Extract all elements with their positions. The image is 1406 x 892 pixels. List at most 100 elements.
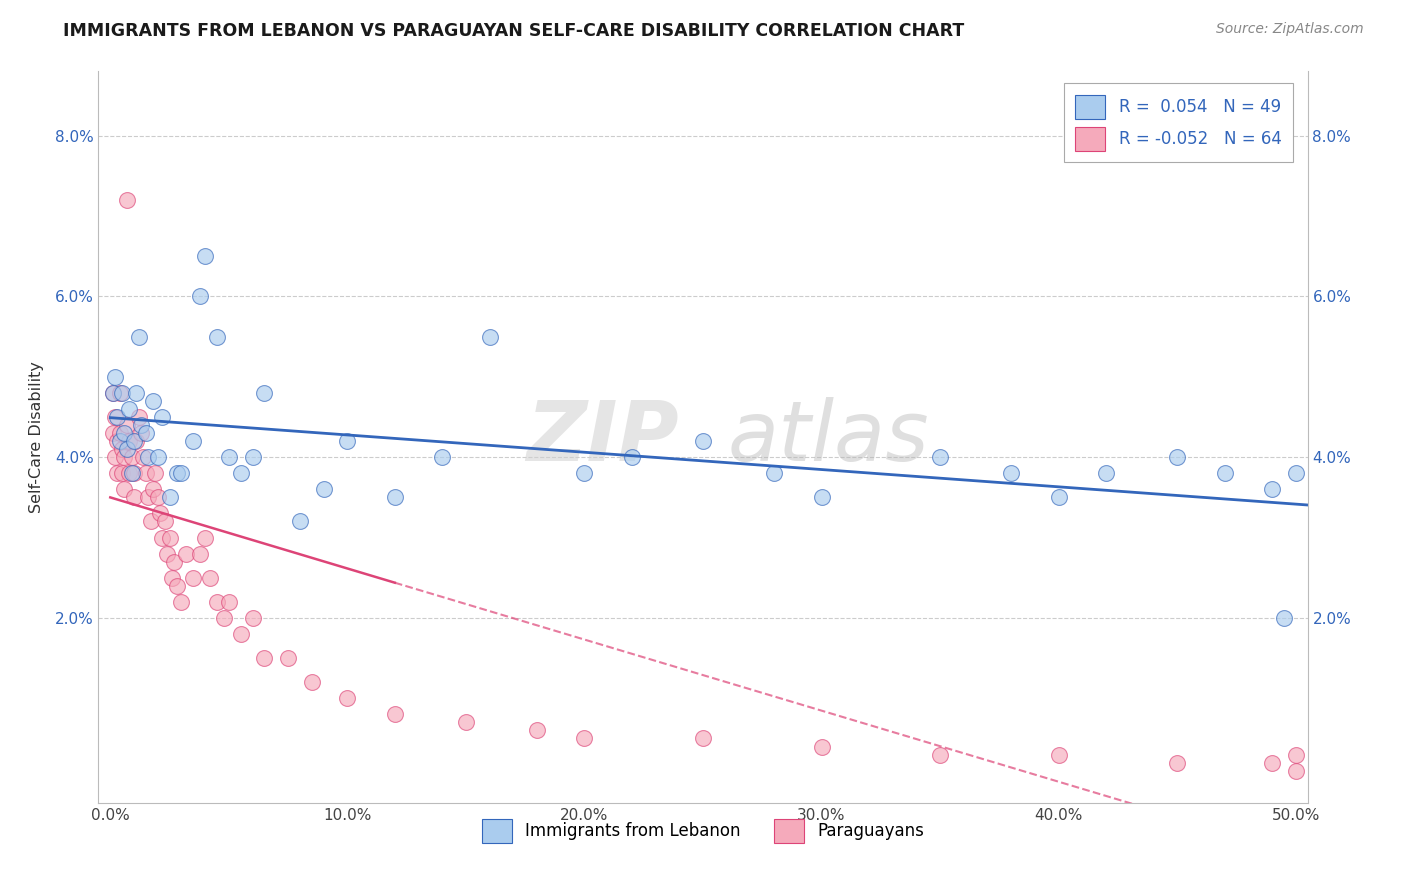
- Point: [198, 571, 221, 585]
- Point: [1285, 467, 1308, 481]
- Point: [190, 547, 212, 561]
- Point: [166, 467, 188, 481]
- Point: [152, 409, 174, 424]
- Point: [142, 393, 165, 408]
- Point: [143, 467, 166, 481]
- Point: [929, 450, 952, 465]
- Point: [253, 385, 276, 400]
- Point: [146, 491, 169, 505]
- Point: [253, 651, 276, 665]
- Point: [105, 434, 128, 449]
- Point: [111, 385, 134, 400]
- Point: [432, 450, 454, 465]
- Point: [301, 675, 323, 690]
- Point: [1095, 467, 1118, 481]
- Point: [574, 467, 596, 481]
- Point: [1166, 450, 1188, 465]
- Point: [115, 442, 138, 457]
- Point: [229, 627, 252, 641]
- Point: [139, 515, 162, 529]
- Point: [118, 401, 141, 416]
- Point: [810, 491, 832, 505]
- Point: [763, 467, 786, 481]
- Point: [104, 450, 127, 465]
- Point: [526, 723, 548, 738]
- Point: [105, 467, 128, 481]
- Point: [121, 450, 143, 465]
- Point: [205, 595, 228, 609]
- Y-axis label: Self-Care Disability: Self-Care Disability: [28, 361, 44, 513]
- Point: [212, 611, 235, 625]
- Point: [132, 450, 155, 465]
- Text: ZIP: ZIP: [526, 397, 679, 477]
- Point: [122, 434, 145, 449]
- Legend: Immigrants from Lebanon, Paraguayans: Immigrants from Lebanon, Paraguayans: [475, 813, 931, 849]
- Point: [114, 450, 136, 465]
- Point: [1000, 467, 1022, 481]
- Point: [692, 731, 714, 746]
- Point: [194, 531, 217, 545]
- Point: [156, 547, 179, 561]
- Point: [121, 467, 143, 481]
- Point: [101, 385, 124, 400]
- Text: atlas: atlas: [727, 397, 929, 477]
- Point: [1285, 747, 1308, 762]
- Point: [229, 467, 252, 481]
- Point: [118, 467, 141, 481]
- Point: [620, 450, 643, 465]
- Point: [454, 715, 477, 730]
- Point: [104, 409, 127, 424]
- Point: [312, 483, 335, 497]
- Point: [1166, 756, 1188, 770]
- Point: [1272, 611, 1295, 625]
- Point: [181, 571, 204, 585]
- Point: [1285, 764, 1308, 778]
- Point: [242, 450, 264, 465]
- Point: [478, 329, 501, 343]
- Point: [181, 434, 204, 449]
- Point: [108, 434, 131, 449]
- Point: [111, 467, 134, 481]
- Text: Source: ZipAtlas.com: Source: ZipAtlas.com: [1216, 22, 1364, 37]
- Point: [1047, 747, 1070, 762]
- Point: [159, 531, 181, 545]
- Point: [129, 417, 152, 432]
- Point: [218, 595, 240, 609]
- Point: [135, 425, 157, 440]
- Point: [205, 329, 228, 343]
- Point: [142, 483, 165, 497]
- Point: [118, 434, 141, 449]
- Point: [152, 531, 174, 545]
- Point: [166, 579, 188, 593]
- Point: [114, 483, 136, 497]
- Point: [1261, 756, 1284, 770]
- Point: [160, 571, 183, 585]
- Point: [384, 491, 406, 505]
- Point: [105, 409, 128, 424]
- Point: [146, 450, 169, 465]
- Point: [288, 515, 311, 529]
- Point: [101, 425, 124, 440]
- Point: [108, 425, 131, 440]
- Point: [170, 467, 193, 481]
- Point: [810, 739, 832, 754]
- Point: [101, 385, 124, 400]
- Point: [115, 417, 138, 432]
- Point: [108, 385, 131, 400]
- Point: [1047, 491, 1070, 505]
- Point: [153, 515, 176, 529]
- Point: [149, 507, 172, 521]
- Point: [1213, 467, 1236, 481]
- Point: [122, 491, 145, 505]
- Point: [128, 409, 150, 424]
- Point: [929, 747, 952, 762]
- Point: [104, 369, 127, 384]
- Point: [136, 491, 159, 505]
- Point: [135, 467, 157, 481]
- Point: [194, 249, 217, 263]
- Point: [190, 289, 212, 303]
- Point: [125, 434, 148, 449]
- Point: [136, 450, 159, 465]
- Point: [125, 385, 148, 400]
- Point: [574, 731, 596, 746]
